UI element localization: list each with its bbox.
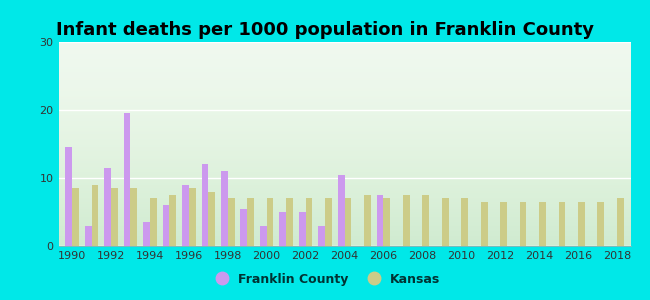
Bar: [462, 198, 468, 246]
Bar: [442, 198, 448, 246]
Bar: [422, 195, 429, 246]
Bar: [558, 202, 566, 246]
Bar: [143, 222, 150, 246]
Bar: [344, 198, 351, 246]
Bar: [299, 212, 305, 246]
Bar: [104, 168, 111, 246]
Bar: [162, 205, 170, 246]
Bar: [84, 226, 92, 246]
Bar: [150, 198, 157, 246]
Bar: [286, 198, 293, 246]
Bar: [597, 202, 604, 246]
Bar: [202, 164, 208, 246]
Bar: [124, 113, 131, 246]
Bar: [318, 226, 325, 246]
Bar: [221, 171, 228, 246]
Bar: [519, 202, 526, 246]
Bar: [280, 212, 286, 246]
Bar: [481, 202, 488, 246]
Bar: [247, 198, 254, 246]
Bar: [376, 195, 384, 246]
Bar: [240, 208, 247, 246]
Bar: [92, 185, 98, 246]
Bar: [384, 198, 390, 246]
Bar: [266, 198, 274, 246]
Bar: [306, 198, 313, 246]
Bar: [617, 198, 624, 246]
Bar: [170, 195, 176, 246]
Bar: [578, 202, 585, 246]
Text: Infant deaths per 1000 population in Franklin County: Infant deaths per 1000 population in Fra…: [56, 21, 594, 39]
Bar: [189, 188, 196, 246]
Bar: [227, 198, 235, 246]
Bar: [260, 226, 266, 246]
Bar: [403, 195, 410, 246]
Bar: [65, 147, 72, 246]
Bar: [72, 188, 79, 246]
Bar: [182, 185, 189, 246]
Bar: [500, 202, 507, 246]
Bar: [364, 195, 370, 246]
Bar: [208, 192, 215, 246]
Bar: [325, 198, 332, 246]
Legend: Franklin County, Kansas: Franklin County, Kansas: [205, 268, 445, 291]
Bar: [111, 188, 118, 246]
Bar: [131, 188, 137, 246]
Bar: [338, 175, 344, 246]
Bar: [539, 202, 546, 246]
